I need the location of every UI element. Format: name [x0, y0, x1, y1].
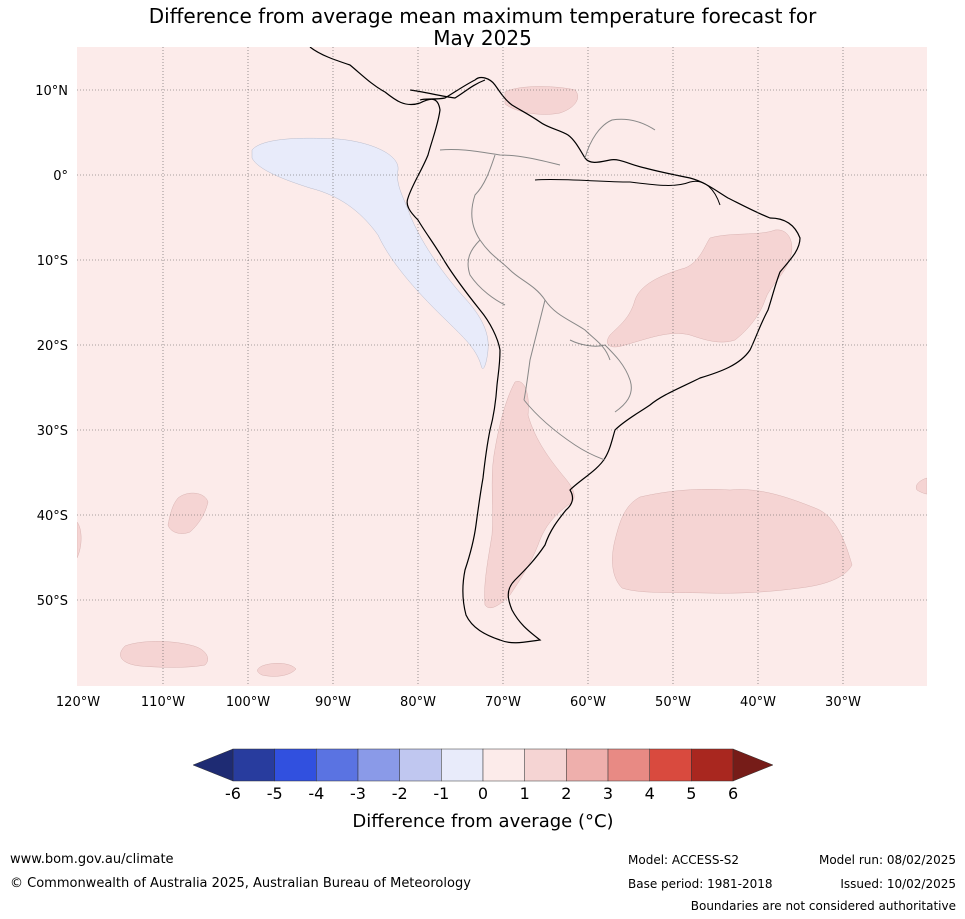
- footer-model: Model: ACCESS-S2: [628, 853, 740, 867]
- central-america-outline: [409, 79, 486, 99]
- footer-model-run: Model run: 08/02/2025: [818, 853, 956, 867]
- lat-label: 0°: [53, 169, 68, 184]
- colorbar-tick-label: 5: [686, 784, 696, 803]
- colorbar-tick-label: -6: [225, 784, 241, 803]
- lon-label: 100°W: [226, 695, 270, 710]
- colorbar-segment: [399, 748, 442, 782]
- colorbar-segment: [316, 748, 359, 782]
- colorbar-tick-label: 0: [478, 784, 488, 803]
- latitude-labels: 10°N 0° 10°S 20°S 30°S 40°S 50°S: [35, 84, 68, 609]
- lon-label: 50°W: [655, 695, 691, 710]
- map-title-line1: Difference from average mean maximum tem…: [148, 4, 817, 28]
- colorbar-tick-label: -2: [392, 784, 408, 803]
- footer-url[interactable]: www.bom.gov.au/climate: [10, 852, 174, 867]
- colorbar-segment: [524, 748, 567, 782]
- lat-label: 50°S: [37, 594, 68, 609]
- lat-label: 10°N: [35, 84, 68, 99]
- colorbar-segment: [649, 748, 692, 782]
- lon-label: 90°W: [315, 695, 351, 710]
- country-borders: [439, 118, 656, 461]
- cool-anomaly-region: [251, 137, 489, 369]
- colorbar: [192, 748, 774, 782]
- colorbar-ticks: -6 -5 -4 -3 -2 -1 0 1 2 3 4 5 6: [225, 784, 738, 803]
- colorbar-tick-label: -1: [433, 784, 449, 803]
- colorbar-segment: [232, 748, 275, 782]
- footer-issued: Issued: 10/02/2025: [840, 877, 956, 891]
- colorbar-tick-label: -4: [308, 784, 324, 803]
- anomaly-contours: [77, 86, 927, 677]
- lon-label: 120°W: [56, 695, 100, 710]
- footer-disclaimer: Boundaries are not considered authoritat…: [690, 899, 956, 913]
- colorbar-segment: [691, 748, 734, 782]
- colorbar-segment: [566, 748, 609, 782]
- warm-anomaly-east-edge: [916, 477, 927, 495]
- warm-anomaly-south-atlantic: [612, 489, 853, 594]
- longitude-labels: 120°W 110°W 100°W 90°W 80°W 70°W 60°W 50…: [56, 695, 861, 710]
- lon-label: 30°W: [825, 695, 861, 710]
- warm-anomaly-pacific-2: [120, 641, 208, 668]
- coastlines: [309, 47, 801, 644]
- lon-label: 80°W: [400, 695, 436, 710]
- colorbar-over-arrow: [732, 748, 774, 782]
- colorbar-tick-label: 3: [603, 784, 613, 803]
- colorbar-tick-label: -3: [350, 784, 366, 803]
- lat-label: 30°S: [37, 424, 68, 439]
- graticule: [77, 47, 927, 686]
- amazon-river-outline: [534, 178, 721, 206]
- lat-label: 20°S: [37, 339, 68, 354]
- colorbar-segment: [482, 748, 525, 782]
- colorbar-segment: [274, 748, 317, 782]
- colorbar-tick-label: 2: [561, 784, 571, 803]
- warm-anomaly-pacific-1: [167, 492, 209, 534]
- colorbar-tick-label: 6: [728, 784, 738, 803]
- colorbar-tick-label: 4: [645, 784, 655, 803]
- warm-anomaly-pacific-3: [257, 663, 297, 677]
- colorbar-label: Difference from average (°C): [352, 811, 613, 832]
- colorbar-under-arrow: [192, 748, 234, 782]
- warm-anomaly-west-edge: [77, 521, 82, 559]
- footer-base-period: Base period: 1981-2018: [628, 877, 773, 891]
- colorbar-segment: [441, 748, 484, 782]
- footer-copyright: © Commonwealth of Australia 2025, Austra…: [10, 876, 471, 891]
- lat-label: 40°S: [37, 509, 68, 524]
- lon-label: 40°W: [740, 695, 776, 710]
- south-america-coastline: [309, 47, 801, 644]
- colorbar-segment: [357, 748, 400, 782]
- lon-label: 110°W: [141, 695, 185, 710]
- lon-label: 60°W: [570, 695, 606, 710]
- lat-label: 10°S: [37, 254, 68, 269]
- lon-label: 70°W: [485, 695, 521, 710]
- warm-anomaly-brazil: [607, 229, 793, 348]
- colorbar-tick-label: 1: [520, 784, 530, 803]
- colorbar-segment: [607, 748, 650, 782]
- warm-anomaly-argentina: [484, 381, 575, 609]
- map-title-line2: May 2025: [433, 26, 532, 50]
- border-lines: [439, 118, 656, 461]
- colorbar-tick-label: -5: [267, 784, 283, 803]
